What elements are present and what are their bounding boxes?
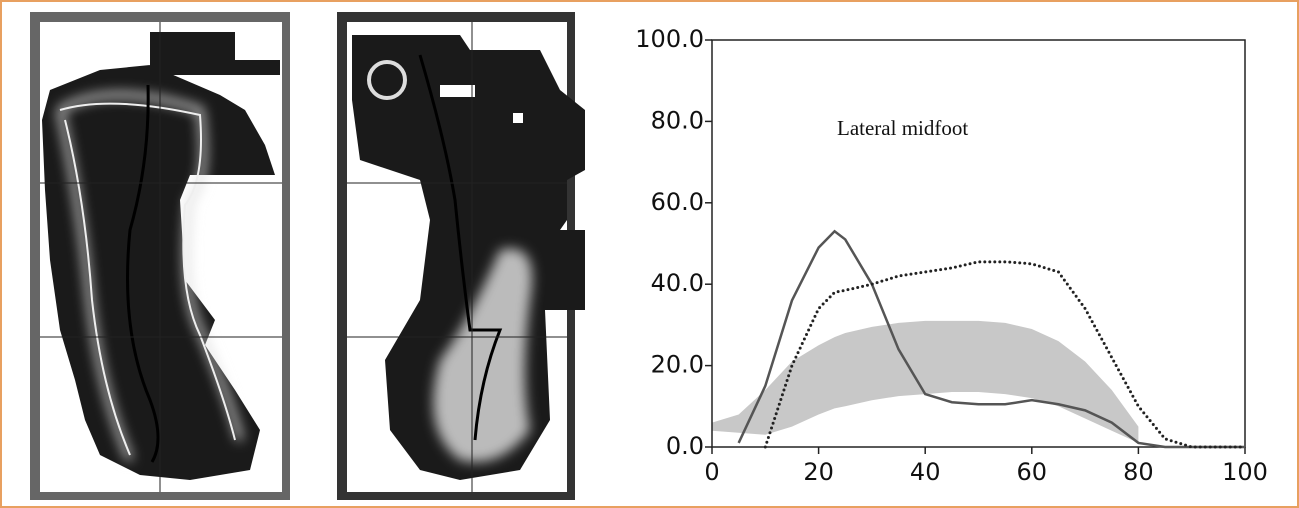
band [712, 321, 1138, 443]
x-tick-label: 20 [803, 458, 834, 486]
foot-image-left [30, 12, 290, 500]
x-tick-label: 40 [910, 458, 941, 486]
annotation: Lateral midfoot [837, 116, 968, 140]
y-tick-label: 40.0 [651, 269, 704, 297]
x-tick-label: 0 [704, 458, 719, 486]
page: Lateral midfoot 0.0 20.0 40.0 60.0 80.0 100.0… [0, 0, 1299, 508]
x-tick-label: 60 [1017, 458, 1048, 486]
x-tick-label: 100 [1222, 458, 1268, 486]
y-tick-label: 80.0 [651, 106, 704, 134]
y-tick-label: 0.0 [666, 432, 704, 460]
y-tick-label: 100.0 [635, 25, 704, 53]
figure: Lateral midfoot 0.0 20.0 40.0 60.0 80.0 100.0… [0, 0, 1299, 508]
y-tick-label: 60.0 [651, 188, 704, 216]
foot-image-right [337, 12, 585, 500]
chart: Lateral midfoot 0.0 20.0 40.0 60.0 80.0 100.0… [635, 25, 1268, 486]
y-tick-label: 20.0 [651, 351, 704, 379]
x-tick-label: 80 [1123, 458, 1154, 486]
